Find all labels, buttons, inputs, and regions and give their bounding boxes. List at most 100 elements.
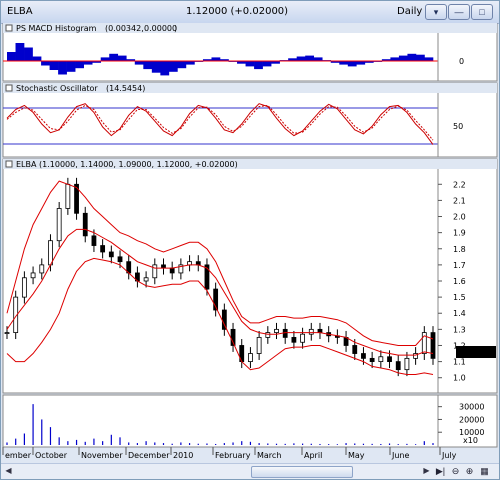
macd-axis-tick: 0 — [459, 57, 464, 66]
price-candle — [39, 264, 45, 274]
price-tick-label: 2.0 — [453, 213, 466, 222]
volume-axis: 10000 20000 30000 — [438, 403, 484, 437]
macd-bar — [237, 61, 246, 64]
bollinger-upper-band — [6, 180, 434, 346]
x-tick-label: November — [81, 451, 123, 460]
fit-icon[interactable]: ▦ — [480, 466, 489, 476]
macd-bar — [109, 53, 119, 61]
scroll-end-icon[interactable]: ▶| — [435, 466, 446, 476]
macd-panel-icon[interactable] — [5, 24, 13, 32]
volume-panel — [2, 394, 498, 448]
price-axis: 1.0 1.1 1.2 1.3 1.4 1.5 1.6 1.7 1.8 1.9 2.0 2.1 2.2 — [438, 180, 466, 383]
price-candle — [30, 272, 36, 279]
x-tick-label: February — [215, 451, 251, 460]
stoch-d-line — [6, 104, 434, 141]
macd-bar — [58, 61, 67, 75]
price-panel-icon[interactable] — [5, 160, 13, 168]
macd-bar — [347, 61, 357, 67]
scroll-left-icon[interactable]: ◀ — [5, 466, 12, 475]
chevron-down-icon[interactable]: ▾ — [425, 4, 447, 20]
x-axis: ember October November December 2010 February… — [2, 447, 457, 460]
price-header — [3, 159, 497, 169]
price-candle — [213, 288, 219, 311]
last-price-tag — [456, 346, 496, 358]
macd-bar — [75, 61, 84, 69]
macd-bar — [32, 56, 42, 61]
x-tick-label: May — [348, 451, 365, 460]
macd-bar — [330, 61, 340, 63]
price-tick-label: 1.5 — [453, 293, 466, 302]
price-candle — [308, 328, 314, 335]
macd-bar — [211, 57, 221, 61]
macd-bar — [288, 58, 297, 61]
price-candle — [361, 353, 366, 359]
price-tick-label: 1.0 — [453, 374, 466, 383]
macd-bar — [168, 61, 178, 72]
price-title: ELBA (1.10000, 1.14000, 1.09000, 1.12000… — [16, 160, 238, 169]
x-tick-label: December — [128, 451, 170, 460]
price-candle — [82, 212, 88, 237]
scroll-right-icon[interactable]: ▶ — [423, 466, 430, 475]
price-candle — [117, 256, 123, 263]
stoch-panel-icon[interactable] — [5, 84, 13, 92]
price-tick-label: 2.2 — [453, 180, 466, 189]
price-tick-label: 1.1 — [453, 358, 466, 367]
macd-bar — [151, 61, 161, 73]
price-candle — [91, 235, 97, 246]
macd-bar — [339, 61, 349, 65]
minimize-icon[interactable]: — — [448, 4, 470, 20]
price-series — [4, 177, 436, 377]
price-candle — [282, 328, 288, 338]
macd-bar — [271, 61, 280, 64]
price-candle — [169, 267, 175, 274]
stoch-axis-tick: 50 — [453, 122, 463, 131]
price-tick-label: 1.8 — [453, 245, 466, 254]
x-tick-label: ember — [5, 451, 32, 460]
zoom-in-icon[interactable]: ⊕ — [465, 466, 474, 476]
x-tick-label: March — [257, 451, 281, 460]
price-candle — [265, 332, 271, 338]
price-candle — [21, 277, 27, 298]
macd-title: PS MACD Histogram — [16, 24, 97, 33]
price-candle — [430, 332, 436, 359]
price-tick-label: 1.3 — [453, 325, 466, 334]
scroll-thumb[interactable] — [251, 466, 353, 478]
price-candle — [300, 333, 305, 343]
title-bar[interactable]: ELBA 1.12000 (+0.02000) Daily ▾ — □ ✕ — [1, 1, 499, 24]
chart-area[interactable]: PS MACD Histogram (0.00342, 0.00000 ) 0 … — [1, 23, 499, 463]
macd-bar — [262, 61, 272, 67]
period-label: Daily — [397, 6, 423, 17]
x-tick-label: June — [391, 451, 410, 460]
price-candle — [100, 245, 106, 253]
stoch-panel — [2, 82, 498, 158]
price-candle — [48, 240, 53, 266]
macd-bar — [296, 56, 306, 61]
price-candle — [248, 353, 253, 362]
macd-bar — [185, 61, 195, 65]
maximize-icon[interactable]: □ — [471, 4, 493, 20]
price-candle — [352, 345, 358, 354]
macd-bar — [381, 59, 391, 61]
volume-tick-label: 10000 — [459, 428, 484, 437]
zoom-out-icon[interactable]: ⊖ — [451, 466, 460, 476]
price-candle — [204, 264, 210, 290]
window-title: ELBA — [7, 6, 33, 17]
price-tick-label: 1.6 — [453, 277, 466, 286]
price-tick-label: 1.2 — [453, 341, 466, 350]
macd-bar — [364, 61, 374, 63]
macd-bar — [100, 57, 110, 61]
price-tick-label: 1.4 — [453, 309, 466, 318]
stoch-series — [6, 103, 434, 145]
price-candle — [256, 337, 262, 354]
price-candle — [395, 361, 401, 371]
stoch-value: (14.5454) — [106, 84, 145, 93]
horizontal-scrollbar[interactable]: ◀ ▶ ▶| ⊖ ⊕ ▦ — [1, 463, 499, 479]
price-change-readout: 1.12000 (+0.02000) — [186, 6, 289, 17]
macd-bar — [117, 55, 127, 61]
volume-multiplier: x10 — [463, 436, 478, 445]
macd-bar — [424, 57, 434, 61]
x-tick-label: 2010 — [173, 451, 193, 460]
bollinger-middle-band — [6, 228, 434, 356]
price-candle — [421, 332, 427, 354]
